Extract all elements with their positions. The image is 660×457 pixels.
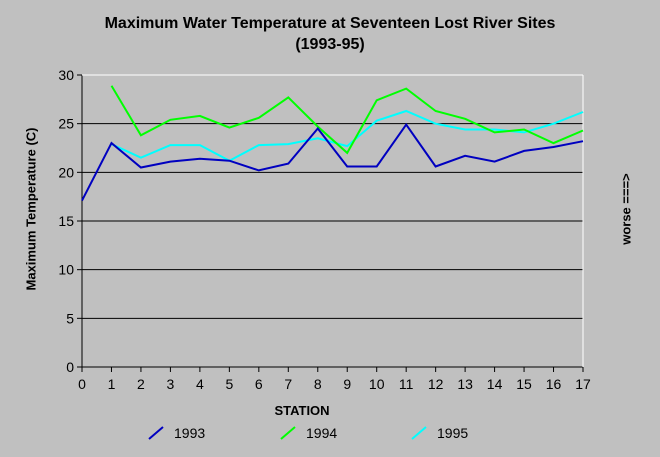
legend-line-icon	[148, 426, 164, 440]
y-axis-label: Maximum Temperature (C)	[23, 127, 39, 291]
y-tick-label: 15	[58, 213, 74, 229]
x-tick-label: 10	[369, 376, 385, 392]
legend-label: 1995	[437, 425, 469, 441]
y-tick-label: 0	[66, 359, 74, 375]
x-tick-label: 9	[343, 376, 351, 392]
x-axis-label: STATION	[274, 403, 330, 418]
chart-title: Maximum Water Temperature at Seventeen L…	[104, 15, 556, 32]
x-tick-label: 14	[487, 376, 503, 392]
y-tick-label: 10	[58, 262, 74, 278]
x-tick-label: 5	[225, 376, 233, 392]
x-tick-label: 4	[196, 376, 204, 392]
legend-label: 1994	[306, 425, 338, 441]
x-tick-label: 15	[516, 376, 532, 392]
y-tick-label: 20	[58, 164, 74, 180]
x-tick-label: 13	[457, 376, 473, 392]
series-line-1993	[81, 122, 584, 202]
y-tick-label: 5	[66, 310, 74, 326]
x-tick-label: 7	[284, 376, 292, 392]
right-axis-label: worse ===>	[618, 173, 634, 245]
x-tick-label: 12	[428, 376, 444, 392]
x-tick-label: 1	[108, 376, 116, 392]
x-tick-label: 16	[546, 376, 562, 392]
x-tick-label: 17	[575, 376, 591, 392]
x-tick-label: 2	[137, 376, 145, 392]
series-line-1994	[110, 85, 584, 155]
x-tick-label: 0	[78, 376, 86, 392]
x-tick-label: 3	[167, 376, 175, 392]
x-tick-label: 8	[314, 376, 322, 392]
legend-line-icon	[280, 426, 296, 440]
y-tick-label: 30	[58, 67, 74, 83]
x-tick-label: 6	[255, 376, 263, 392]
chart-subtitle: (1993-95)	[295, 36, 365, 53]
x-tick-label: 11	[399, 376, 414, 392]
legend-line-icon	[411, 426, 427, 440]
y-tick-label: 25	[58, 116, 74, 132]
legend-label: 1993	[174, 425, 206, 441]
